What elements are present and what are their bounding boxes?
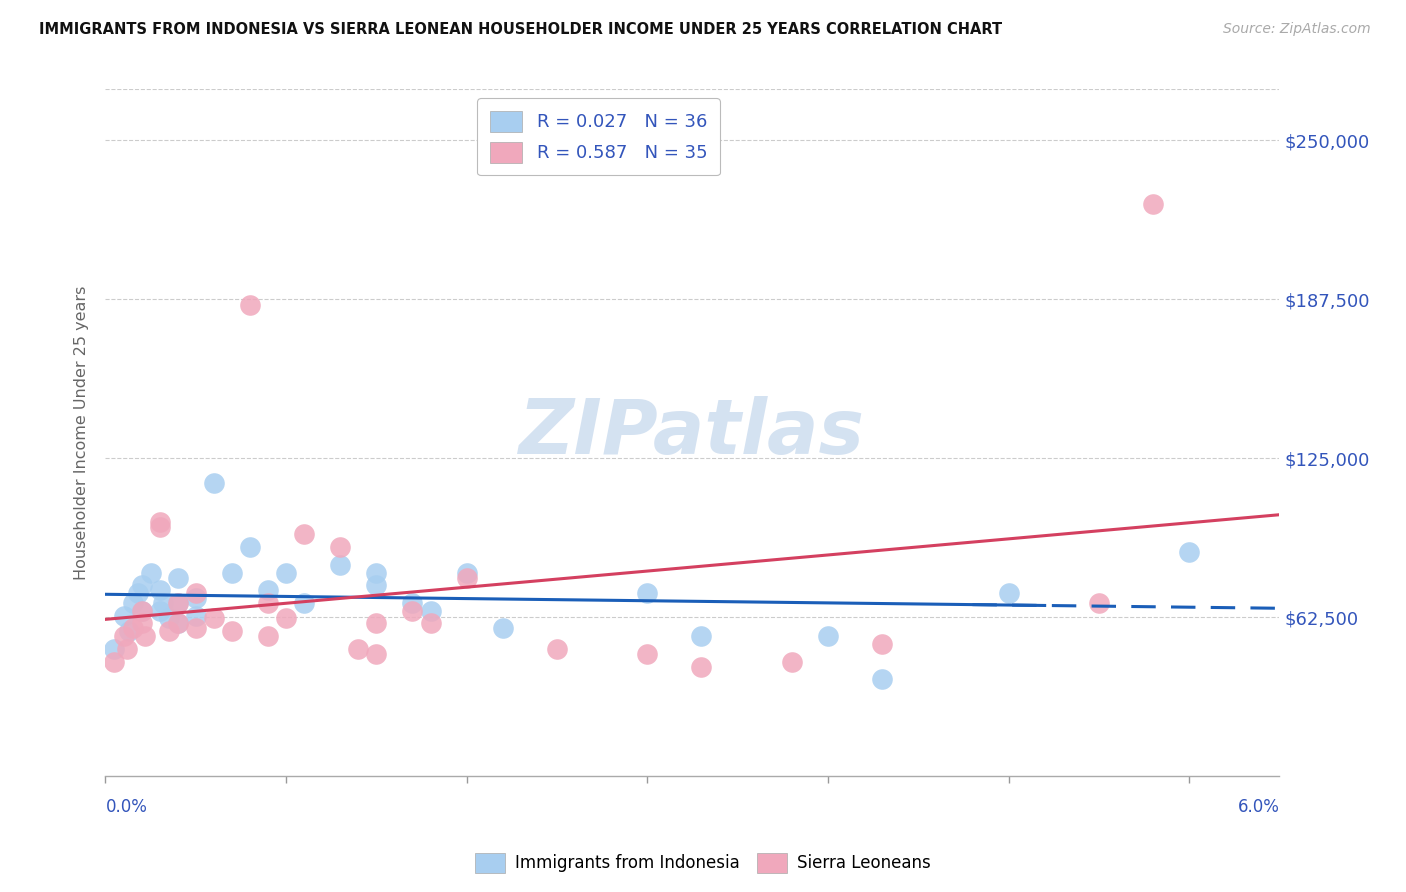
Point [202,611,225,625]
Point [184,608,207,623]
Point [292,527,315,541]
Text: 0.0%: 0.0% [105,798,148,816]
Point [184,622,207,636]
Point [202,476,225,491]
Point [870,637,893,651]
Point [166,616,188,631]
Point [997,586,1019,600]
Point [239,540,262,554]
Point [152,596,174,610]
Point [870,673,893,687]
Point [139,566,162,580]
Text: ZIPatlas: ZIPatlas [519,396,866,469]
Point [257,596,280,610]
Point [366,616,388,631]
Point [690,629,713,643]
Point [149,520,172,534]
Point [546,641,568,656]
Point [817,629,839,643]
Point [166,616,188,631]
Point [121,596,143,610]
Point [157,624,180,638]
Point [329,558,352,572]
Text: Source: ZipAtlas.com: Source: ZipAtlas.com [1223,22,1371,37]
Point [131,604,153,618]
Point [157,611,180,625]
Point [103,655,125,669]
Point [419,604,441,618]
Point [149,515,172,529]
Point [121,622,143,636]
Point [166,571,188,585]
Point [419,616,441,631]
Point [274,611,297,625]
Point [366,566,388,580]
Point [221,566,243,580]
Point [166,596,188,610]
Point [401,596,423,610]
Point [690,659,713,673]
Point [221,624,243,638]
Point [292,596,315,610]
Point [366,578,388,592]
Point [1178,545,1201,559]
Point [184,591,207,605]
Point [347,641,370,656]
Point [112,629,135,643]
Point [329,540,352,554]
Point [1088,596,1111,610]
Text: 6.0%: 6.0% [1237,798,1279,816]
Point [134,629,156,643]
Point [401,604,423,618]
Point [780,655,803,669]
Point [456,566,478,580]
Point [274,566,297,580]
Point [257,583,280,598]
Point [131,578,153,592]
Point [166,596,188,610]
Point [118,624,141,638]
Legend: Immigrants from Indonesia, Sierra Leoneans: Immigrants from Indonesia, Sierra Leonea… [468,847,938,880]
Point [149,583,172,598]
Point [184,586,207,600]
Legend: R = 0.027   N = 36, R = 0.587   N = 35: R = 0.027 N = 36, R = 0.587 N = 35 [477,98,720,175]
Point [456,571,478,585]
Point [103,641,125,656]
Point [131,604,153,618]
Point [636,586,658,600]
Point [115,641,138,656]
Point [366,647,388,661]
Point [127,586,149,600]
Point [239,298,262,312]
Point [492,622,515,636]
Point [112,608,135,623]
Point [1142,196,1164,211]
Point [149,604,172,618]
Text: IMMIGRANTS FROM INDONESIA VS SIERRA LEONEAN HOUSEHOLDER INCOME UNDER 25 YEARS CO: IMMIGRANTS FROM INDONESIA VS SIERRA LEON… [39,22,1002,37]
Point [257,629,280,643]
Point [131,616,153,631]
Point [636,647,658,661]
Y-axis label: Householder Income Under 25 years: Householder Income Under 25 years [75,285,90,580]
